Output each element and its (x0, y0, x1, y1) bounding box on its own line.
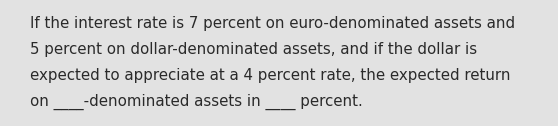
Text: expected to appreciate at a 4 percent rate, the expected return: expected to appreciate at a 4 percent ra… (30, 68, 511, 83)
Text: 5 percent on dollar-denominated assets, and if the dollar is: 5 percent on dollar-denominated assets, … (30, 42, 477, 57)
Text: If the interest rate is 7 percent on euro-denominated assets and: If the interest rate is 7 percent on eur… (30, 16, 515, 31)
Text: on ____-denominated assets in ____ percent.: on ____-denominated assets in ____ perce… (30, 94, 363, 110)
